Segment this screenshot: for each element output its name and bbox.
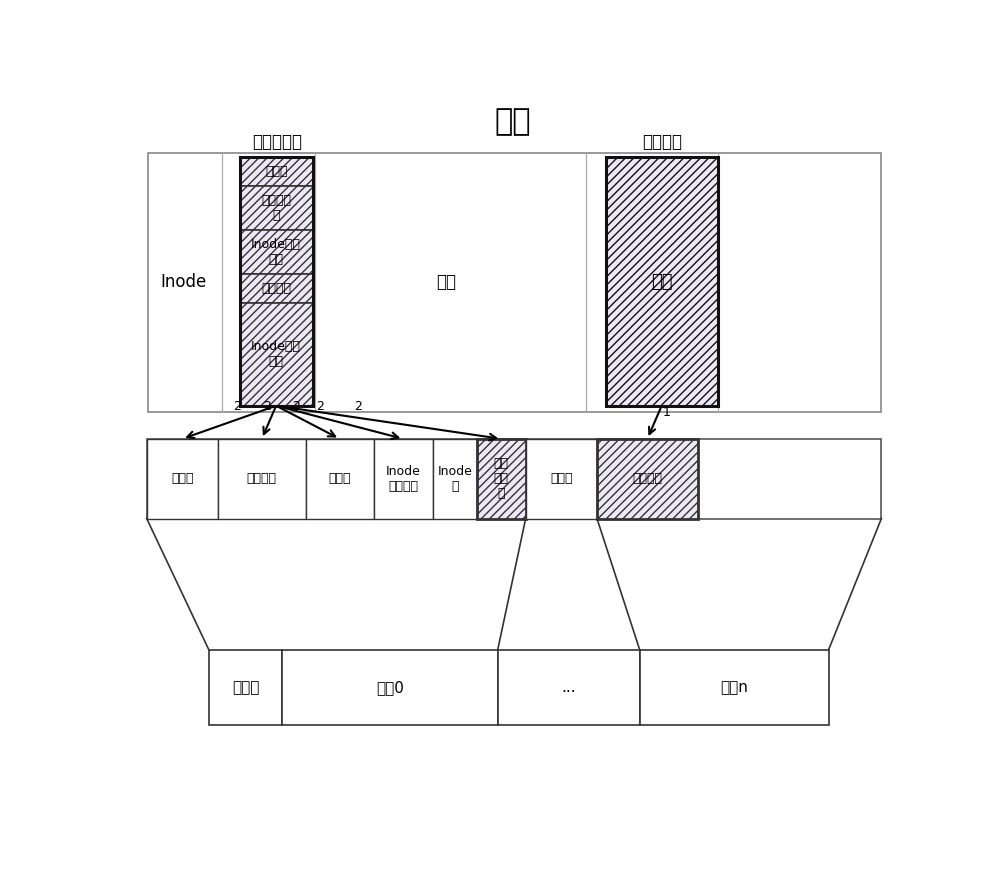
Text: 数据区: 数据区 <box>550 472 573 485</box>
Bar <box>306 438 374 518</box>
Text: 数据: 数据 <box>651 273 673 291</box>
Bar <box>282 650 498 725</box>
Bar <box>640 650 829 725</box>
Bar <box>240 186 313 230</box>
Text: 元数据区域: 元数据区域 <box>252 132 302 151</box>
Text: 2: 2 <box>354 400 362 413</box>
Text: Inode
节点位图: Inode 节点位图 <box>386 465 421 493</box>
Text: 超级块: 超级块 <box>265 165 287 178</box>
Text: ...: ... <box>561 680 576 695</box>
Bar <box>209 650 282 725</box>
Text: 块组0: 块组0 <box>376 680 404 695</box>
Bar <box>240 230 313 274</box>
Text: 块组描述
符: 块组描述 符 <box>261 194 291 222</box>
Bar <box>606 157 718 406</box>
Bar <box>597 438 698 518</box>
Bar <box>433 438 477 518</box>
Text: Inode
表: Inode 表 <box>437 465 472 493</box>
Bar <box>240 274 313 303</box>
Text: Inode节点
位图: Inode节点 位图 <box>251 238 301 266</box>
Bar <box>374 438 433 518</box>
Text: 数据区域: 数据区域 <box>642 132 682 151</box>
Text: 块位图: 块位图 <box>328 472 351 485</box>
Text: 1: 1 <box>662 406 670 418</box>
Text: 内存: 内存 <box>494 108 531 137</box>
Text: 数据位图: 数据位图 <box>261 282 291 295</box>
Text: 2: 2 <box>317 400 324 413</box>
Text: 组描述符: 组描述符 <box>247 472 277 485</box>
Text: 2: 2 <box>292 400 300 413</box>
Bar <box>240 157 313 406</box>
Text: 数据区域: 数据区域 <box>632 472 662 485</box>
Bar <box>147 438 218 518</box>
Text: 块组n: 块组n <box>720 680 748 695</box>
Bar <box>498 650 640 725</box>
Text: 2: 2 <box>233 400 241 413</box>
Text: Inode节点
信息: Inode节点 信息 <box>251 340 301 368</box>
Text: Inode: Inode <box>160 273 206 291</box>
Text: 元数
据区
域: 元数 据区 域 <box>494 457 509 500</box>
Bar <box>240 157 313 186</box>
Bar <box>148 153 881 412</box>
Text: 数据: 数据 <box>437 273 457 291</box>
Text: 2: 2 <box>263 400 271 413</box>
Text: 引导块: 引导块 <box>232 680 259 695</box>
Bar <box>477 438 526 518</box>
Bar <box>218 438 306 518</box>
Bar <box>240 303 313 406</box>
Bar <box>147 438 881 518</box>
Text: 超级块: 超级块 <box>171 472 194 485</box>
Bar <box>526 438 597 518</box>
